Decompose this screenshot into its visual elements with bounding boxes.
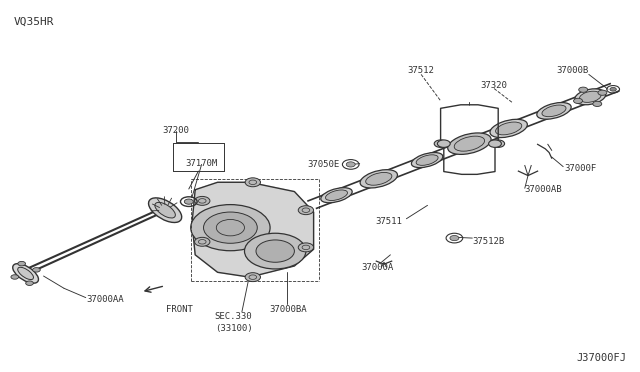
Polygon shape	[192, 182, 314, 277]
Circle shape	[33, 267, 40, 272]
Circle shape	[598, 90, 607, 95]
Ellipse shape	[155, 202, 175, 218]
Circle shape	[11, 275, 19, 279]
Circle shape	[573, 98, 582, 103]
Ellipse shape	[490, 119, 527, 138]
Text: J37000FJ: J37000FJ	[576, 353, 626, 363]
Ellipse shape	[542, 105, 566, 117]
Ellipse shape	[18, 267, 33, 280]
Ellipse shape	[416, 155, 438, 165]
Circle shape	[593, 101, 602, 106]
Ellipse shape	[579, 91, 601, 102]
Circle shape	[437, 140, 450, 147]
Circle shape	[450, 235, 459, 241]
Circle shape	[18, 262, 26, 266]
Circle shape	[195, 196, 210, 205]
Circle shape	[204, 212, 257, 243]
Text: 37512: 37512	[408, 66, 435, 75]
Text: 37000F: 37000F	[564, 164, 596, 173]
Circle shape	[610, 87, 616, 91]
Text: 37200: 37200	[163, 126, 189, 135]
Circle shape	[346, 162, 355, 167]
Text: 37511: 37511	[375, 217, 402, 226]
Text: 37000AA: 37000AA	[86, 295, 124, 304]
Circle shape	[191, 205, 270, 251]
Text: 37000B: 37000B	[557, 66, 589, 75]
Ellipse shape	[321, 188, 352, 203]
Ellipse shape	[326, 190, 348, 201]
Text: 37000BA: 37000BA	[269, 305, 307, 314]
Circle shape	[434, 140, 447, 147]
Text: SEC.330: SEC.330	[215, 312, 252, 321]
Ellipse shape	[13, 264, 38, 283]
Circle shape	[245, 273, 260, 282]
Circle shape	[245, 178, 260, 187]
Ellipse shape	[148, 198, 182, 222]
Ellipse shape	[412, 153, 443, 168]
Circle shape	[244, 233, 306, 269]
Circle shape	[26, 281, 33, 285]
Circle shape	[579, 87, 588, 92]
Text: FRONT: FRONT	[166, 305, 193, 314]
Text: (33100): (33100)	[215, 324, 252, 333]
Ellipse shape	[575, 89, 605, 105]
Ellipse shape	[365, 173, 392, 185]
Text: 37000AB: 37000AB	[525, 185, 563, 194]
Text: 37050E: 37050E	[307, 160, 339, 169]
Text: VQ35HR: VQ35HR	[14, 17, 54, 27]
Ellipse shape	[495, 122, 522, 135]
Circle shape	[184, 199, 193, 204]
Circle shape	[195, 237, 210, 246]
Text: 37170M: 37170M	[186, 159, 218, 168]
Ellipse shape	[448, 133, 491, 154]
Circle shape	[298, 243, 314, 252]
Text: 37512B: 37512B	[472, 237, 504, 246]
Ellipse shape	[537, 103, 571, 119]
Circle shape	[488, 140, 501, 147]
Circle shape	[298, 206, 314, 215]
Circle shape	[492, 140, 504, 147]
Ellipse shape	[454, 136, 484, 151]
Text: 37320: 37320	[481, 81, 508, 90]
Ellipse shape	[360, 170, 397, 188]
Circle shape	[256, 240, 294, 262]
Text: 37000A: 37000A	[362, 263, 394, 272]
